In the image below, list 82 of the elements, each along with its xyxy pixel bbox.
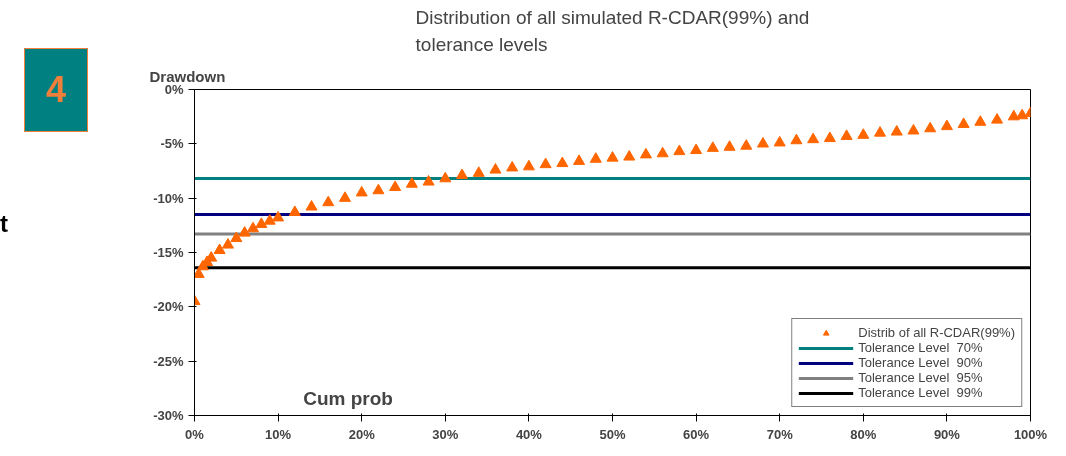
point: [807, 132, 820, 144]
point: [623, 150, 636, 161]
point: [940, 119, 953, 131]
point: [355, 185, 368, 197]
point: [405, 177, 418, 188]
point: [522, 159, 535, 171]
point: [890, 125, 903, 136]
x-tick-label: 100%: [1013, 426, 1048, 442]
point: [389, 180, 402, 191]
point: [439, 171, 452, 183]
text: t: [0, 210, 8, 238]
x-tick-label: 20%: [348, 426, 376, 442]
point: [194, 267, 205, 278]
point: [506, 160, 519, 172]
point: [1007, 109, 1020, 121]
point: [422, 175, 435, 186]
y-tick-label: -15%: [153, 245, 184, 260]
x-tick-label: 40%: [515, 426, 543, 442]
point: [606, 151, 619, 162]
chart-title: Distribution of all simulated R-CDAR(99%) and tolerance levels: [415, 7, 810, 56]
x-tick-label: 0%: [185, 426, 205, 442]
point: [723, 140, 736, 151]
point: [790, 133, 803, 145]
legend-label: Tolerance Level 95%: [858, 370, 983, 385]
point: [756, 136, 769, 148]
point: [706, 141, 719, 152]
point: [221, 238, 234, 249]
point: [874, 126, 887, 137]
point: [372, 183, 385, 195]
point: [322, 195, 335, 207]
point: [338, 191, 351, 202]
y-axis-title: Drawdown: [149, 67, 226, 85]
y-tick-label: -25%: [153, 353, 184, 369]
x-tick-label: 90%: [933, 426, 961, 442]
point: [740, 139, 753, 150]
point: [907, 123, 920, 135]
point: [456, 168, 469, 180]
x-tick-label: 30%: [432, 426, 459, 442]
y-tick-label: 0%: [164, 82, 184, 97]
x-axis-title: Cum prob: [303, 387, 393, 409]
point: [255, 217, 268, 228]
point: [589, 152, 602, 163]
text: 4: [24, 48, 88, 132]
y-tick-label: -30%: [153, 408, 184, 423]
point: [656, 146, 669, 158]
legend-label: Tolerance Level 99%: [858, 385, 983, 400]
point: [305, 200, 318, 211]
legend-label: Distrib of all R-CDAR(99%): [858, 325, 1015, 340]
x-tick-label: 60%: [683, 426, 710, 442]
x-tick-label: 50%: [599, 426, 626, 442]
point: [263, 214, 276, 225]
point: [690, 143, 703, 155]
point: [272, 210, 285, 222]
point: [823, 131, 836, 143]
point: [288, 205, 301, 216]
point: [840, 129, 853, 140]
point: [573, 154, 586, 165]
point: [639, 147, 652, 159]
point: [213, 243, 226, 254]
point: [1016, 108, 1029, 120]
y-tick-label: -10%: [153, 190, 184, 206]
point: [991, 113, 1004, 124]
point: [974, 115, 987, 126]
x-tick-label: 70%: [766, 426, 794, 442]
point: [857, 128, 870, 139]
y-tick-label: -5%: [160, 136, 184, 152]
point: [924, 121, 937, 133]
point: [230, 231, 243, 243]
x-tick-label: 10%: [265, 426, 292, 442]
point: [673, 144, 686, 156]
point: [539, 157, 552, 169]
point: [247, 221, 260, 233]
point: [556, 156, 569, 168]
point: [238, 226, 251, 237]
point: [472, 166, 485, 177]
legend-label: Tolerance Level 90%: [858, 355, 983, 370]
x-tick-label: 80%: [850, 426, 877, 442]
y-tick-label: -20%: [153, 299, 184, 315]
point: [489, 163, 502, 174]
legend-label: Tolerance Level 70%: [858, 340, 983, 355]
point: [957, 117, 970, 128]
point: [773, 135, 786, 147]
